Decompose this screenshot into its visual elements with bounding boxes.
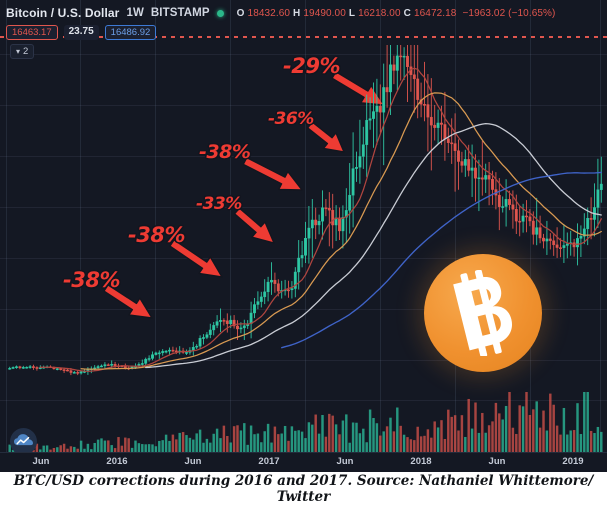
gridline-vertical-7 [530, 0, 531, 472]
correction-label-0: -38% [63, 268, 120, 292]
x-axis-tick-jun-0: Jun [32, 456, 50, 467]
bitcoin-b-icon [453, 270, 512, 356]
volume-series [8, 392, 603, 452]
x-axis-tick-2016-1: 2016 [106, 456, 128, 467]
figure-caption: BTC/USD corrections during 2016 and 2017… [0, 472, 607, 505]
correction-label-2: -33% [196, 194, 242, 214]
gridline-vertical-8 [600, 0, 601, 472]
gridline-horizontal-0 [0, 54, 607, 55]
low-value: 16218.00 [358, 7, 401, 19]
live-dot-icon [216, 9, 224, 17]
gridline-horizontal-7 [0, 400, 607, 401]
price-tag-left[interactable]: 16463.17 [6, 24, 58, 41]
correction-label-5: -29% [283, 54, 340, 78]
gridline-horizontal-1 [0, 105, 607, 106]
gridline-vertical-0 [6, 0, 7, 472]
x-axis-tick-jun-4: Jun [336, 456, 354, 467]
gridline-vertical-5 [380, 0, 381, 472]
change-value: −1963.02 (−10.65%) [462, 7, 556, 19]
bitcoin-logo [424, 254, 542, 372]
gridline-vertical-1 [80, 0, 81, 472]
correction-arrow-0 [103, 284, 153, 319]
low-key: L [348, 7, 356, 19]
correction-arrow-4 [306, 121, 345, 153]
price-tag-row: 16463.17 23.75 16486.92 [6, 24, 157, 41]
correction-arrow-3 [242, 156, 303, 191]
correction-label-4: -36% [268, 109, 314, 129]
gridline-vertical-2 [155, 0, 156, 472]
gridline-vertical-6 [455, 0, 456, 472]
gridline-horizontal-5 [0, 309, 607, 310]
x-axis-tick-2018-5: 2018 [410, 456, 432, 467]
ma-slow [145, 122, 602, 369]
gridline-horizontal-6 [0, 360, 607, 361]
tradingview-badge [10, 428, 37, 455]
gridline-horizontal-4 [0, 258, 607, 259]
gridline-horizontal-2 [0, 156, 607, 157]
price-tag-middle: 23.75 [63, 25, 99, 40]
ohlc-readout: O 18432.60 H 19490.00 L 16218.00 C 16472.18 … [237, 8, 556, 19]
cloud-chart-icon [14, 433, 33, 445]
candlestick-series [8, 45, 603, 376]
ma-fast [39, 67, 602, 372]
correction-arrow-5 [331, 71, 385, 106]
x-axis-tick-2019-7: 2019 [562, 456, 584, 467]
price-tag-right[interactable]: 16486.92 [104, 24, 157, 41]
open-value: 18432.60 [247, 7, 291, 19]
timeframe-label[interactable]: 1W [126, 7, 144, 19]
correction-arrow-1 [169, 239, 223, 278]
x-axis-tick-jun-2: Jun [184, 456, 202, 467]
chart-legend: Bitcoin / U.S. Dollar 1W BITSTAMP O 18432… [6, 4, 607, 22]
tradingview-chart-window[interactable]: Bitcoin / U.S. Dollar 1W BITSTAMP O 18432… [0, 0, 607, 472]
gridline-vertical-3 [230, 0, 231, 472]
current-price-line [0, 36, 607, 38]
open-key: O [236, 7, 245, 19]
exchange-label[interactable]: BITSTAMP [150, 7, 210, 19]
gridline-horizontal-3 [0, 207, 607, 208]
scale-selector[interactable]: ▾ 2 [10, 44, 35, 59]
correction-arrow-2 [233, 207, 275, 244]
price-series-canvas [8, 45, 603, 452]
correction-label-1: -38% [128, 223, 185, 247]
x-axis-tick-jun-6: Jun [488, 456, 506, 467]
close-value: 16472.18 [413, 7, 457, 19]
correction-label-3: -38% [199, 141, 251, 163]
high-value: 19490.00 [303, 7, 346, 19]
annotation-arrows [103, 71, 385, 319]
x-axis[interactable]: Jun 2016 Jun 2017 Jun 2018 Jun 2019 [0, 452, 607, 472]
symbol-label[interactable]: Bitcoin / U.S. Dollar [6, 6, 120, 20]
ma-mid [80, 92, 602, 370]
x-axis-tick-2017-3: 2017 [258, 456, 280, 467]
ma-long [281, 171, 602, 349]
chevron-down-icon: ▾ [16, 46, 21, 56]
scale-label: 2 [23, 46, 29, 57]
high-key: H [293, 7, 301, 19]
close-key: C [403, 7, 411, 19]
